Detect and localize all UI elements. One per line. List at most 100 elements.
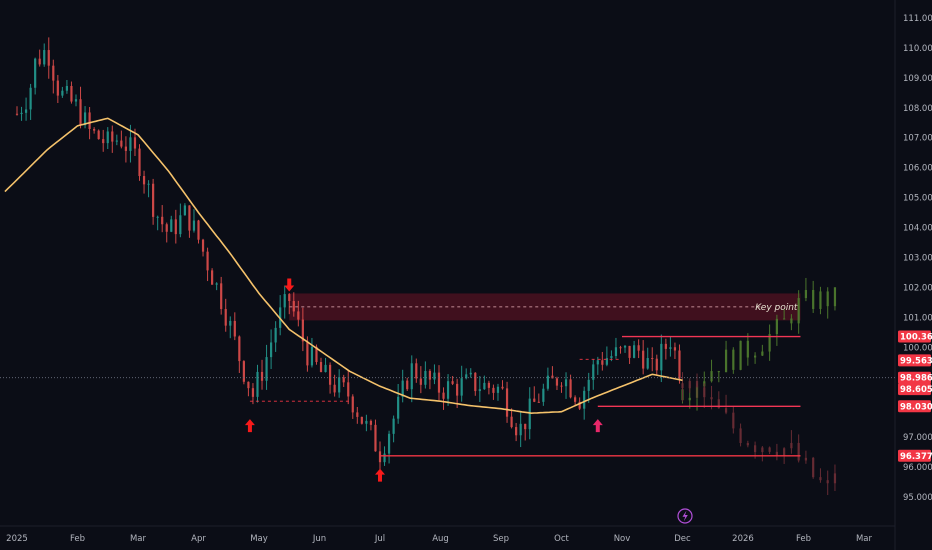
candle-body (152, 183, 155, 217)
candle-body (419, 378, 422, 385)
candle-body (383, 453, 386, 463)
candle (356, 406, 359, 424)
resistance-zone: Key point (289, 293, 801, 321)
time-tick-label: Apr (191, 534, 206, 544)
candle-body (233, 320, 236, 337)
projection-up-candle-body (775, 318, 778, 335)
candle (397, 384, 400, 424)
projection-down-candle (732, 406, 735, 434)
candle-body (469, 372, 472, 375)
candle (474, 372, 477, 396)
candle (147, 180, 150, 198)
candle-body (633, 345, 636, 358)
candle-body (664, 343, 667, 349)
candle-body (433, 372, 436, 380)
candle-body (170, 219, 173, 232)
projection-up-candle-body (746, 340, 749, 358)
candle-body (106, 131, 109, 144)
candle-body (133, 137, 137, 149)
candle-body (546, 375, 549, 389)
candles (15, 37, 681, 474)
candle-body (592, 364, 595, 380)
candle (83, 106, 87, 129)
candle (560, 382, 563, 393)
candle-body (605, 358, 608, 365)
candle (192, 209, 196, 233)
candle (619, 345, 622, 354)
candle-body (596, 360, 599, 365)
price-axis[interactable]: 111.000 110.000 109.000 108.000 107.000 106.0… (898, 14, 932, 503)
projection-up-candle (739, 340, 742, 371)
candle (115, 134, 118, 146)
candle (660, 334, 663, 383)
candle (43, 43, 46, 67)
candle-body (260, 371, 264, 381)
candle (369, 419, 373, 431)
price-tick-label: 105.000 (903, 194, 932, 204)
candle-body (270, 342, 273, 358)
candle (106, 127, 109, 150)
projection-down-candle (797, 434, 800, 463)
projection-down-candle-body (804, 457, 808, 461)
price-tick-label: 97.000 (903, 433, 932, 443)
candle-body (319, 362, 323, 373)
candle-body (74, 99, 78, 102)
price-tick-label: 104.000 (903, 224, 932, 234)
signal-arrow-up (592, 419, 603, 433)
price-badge: 98.030 (898, 400, 932, 413)
projection-up-candle-body (819, 291, 822, 309)
price-badge-label: 100.360 (900, 333, 932, 343)
candle-body (70, 85, 73, 102)
projection-up-candle-body (739, 340, 742, 370)
projection-up-candle (761, 344, 764, 356)
projection-down-candle-body (710, 397, 713, 400)
price-badge-box (898, 400, 931, 413)
price-tick-label: 100.000 (903, 343, 932, 353)
candle (79, 86, 82, 129)
candle (596, 356, 599, 375)
lightning-icon[interactable] (677, 508, 693, 524)
price-tick-label: 103.000 (903, 254, 932, 264)
candle (297, 300, 300, 327)
candle (211, 268, 214, 285)
candle-body (392, 418, 395, 434)
candle (592, 359, 595, 390)
candle (15, 106, 19, 116)
candle-body (651, 358, 654, 360)
candle (283, 285, 286, 319)
candle (65, 79, 69, 94)
candle (188, 205, 191, 238)
time-axis[interactable]: 2025 Feb Mar Apr May Jun Jul Aug Sep Oct Nov Dec 202… (6, 534, 872, 544)
candle-body (283, 294, 286, 308)
candle-body (628, 345, 631, 358)
candle (655, 354, 658, 376)
projection-down-candle (695, 373, 699, 399)
projection-down-candle-body (739, 428, 742, 444)
candle-body (623, 345, 627, 348)
candle-body (206, 251, 209, 271)
level-lines (0, 335, 895, 457)
candle-body (197, 220, 200, 240)
projection-up-candle (768, 324, 771, 361)
price-badge: 99.563 (898, 354, 932, 367)
candle (274, 321, 277, 352)
candle-body (515, 427, 518, 436)
candle-body (478, 389, 481, 392)
candle (392, 415, 395, 443)
projection-down-candle-body (717, 399, 720, 409)
candle-body (342, 377, 345, 383)
candle-body (564, 379, 568, 387)
candle-body (229, 320, 232, 326)
projection-down-candle (688, 378, 691, 393)
candle-body (338, 377, 341, 393)
price-tick-label: 109.000 (903, 74, 932, 84)
candle-body (88, 112, 91, 129)
candle (152, 178, 155, 225)
candle-body (360, 416, 363, 424)
candle-body (460, 378, 463, 396)
candle-body (442, 392, 445, 399)
candle (38, 49, 41, 67)
candle (365, 414, 368, 432)
price-badge-box (898, 354, 931, 367)
candle-body (56, 80, 59, 96)
